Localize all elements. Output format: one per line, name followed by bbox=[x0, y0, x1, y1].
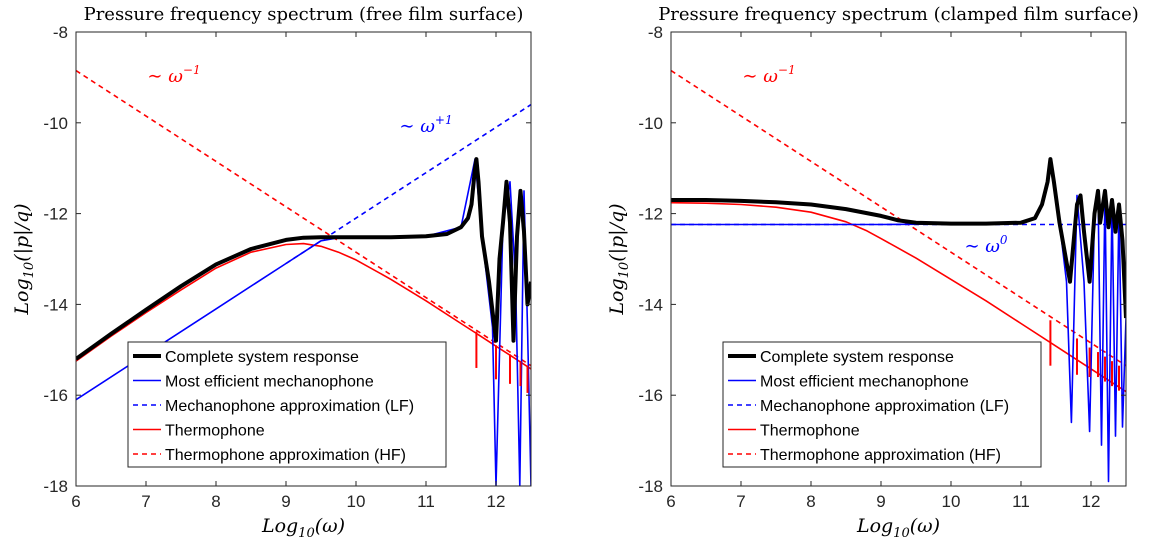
x-tick-label: 12 bbox=[1082, 492, 1101, 511]
legend-entry: Mechanophone approximation (LF) bbox=[760, 398, 1009, 415]
chart-title: Pressure frequency spectrum (free film s… bbox=[84, 4, 524, 25]
y-axis-label: Log10(|p|/q) bbox=[606, 203, 632, 315]
legend-entry: Thermophone approximation (HF) bbox=[165, 447, 406, 464]
x-tick-label: 7 bbox=[736, 492, 745, 511]
x-tick-label: 9 bbox=[876, 492, 885, 511]
x-tick-label: 11 bbox=[1012, 492, 1030, 511]
x-tick-label: 11 bbox=[417, 492, 435, 511]
legend-entry: Thermophone bbox=[165, 423, 265, 440]
x-tick-label: 7 bbox=[141, 492, 150, 511]
y-tick-label: -14 bbox=[43, 295, 68, 314]
legend-entry: Most efficient mechanophone bbox=[760, 374, 969, 391]
slope-annotation: ∼ ω−1 bbox=[742, 63, 795, 87]
slope-annotation: ∼ ω0 bbox=[964, 233, 1007, 257]
x-tick-label: 12 bbox=[487, 492, 506, 511]
y-tick-label: -16 bbox=[638, 386, 663, 405]
y-tick-label: -18 bbox=[43, 477, 68, 496]
legend-entry: Thermophone approximation (HF) bbox=[760, 447, 1001, 464]
x-tick-label: 10 bbox=[942, 492, 961, 511]
axes-box bbox=[670, 31, 1127, 487]
series-line-thermophone-approximation-hf bbox=[671, 69, 1126, 367]
legend-entry: Mechanophone approximation (LF) bbox=[165, 398, 414, 415]
x-tick-label: 6 bbox=[666, 492, 675, 511]
series-line-complete-system-response bbox=[76, 157, 531, 361]
chart-clamped-film-surface: Pressure frequency spectrum (clamped fil… bbox=[606, 4, 1139, 541]
chart-free-film-surface: Pressure frequency spectrum (free film s… bbox=[11, 4, 532, 541]
legend-entry: Most efficient mechanophone bbox=[165, 374, 374, 391]
legend: Complete system response Most efficient m… bbox=[127, 341, 447, 468]
y-tick-label: -8 bbox=[648, 23, 663, 42]
y-tick-label: -12 bbox=[638, 205, 663, 224]
x-tick-label: 9 bbox=[281, 492, 290, 511]
y-tick-label: -10 bbox=[638, 114, 663, 133]
y-tick-label: -14 bbox=[638, 295, 663, 314]
y-tick-label: -8 bbox=[53, 23, 68, 42]
slope-annotation: ∼ ω−1 bbox=[147, 63, 200, 87]
axes-box bbox=[75, 31, 532, 487]
series-line-complete-system-response bbox=[671, 157, 1126, 319]
series-line-thermophone bbox=[76, 242, 531, 370]
x-axis-label: Log10(ω) bbox=[261, 515, 345, 541]
chart-title: Pressure frequency spectrum (clamped fil… bbox=[658, 4, 1139, 25]
x-tick-label: 8 bbox=[806, 492, 815, 511]
series-line-thermophone bbox=[671, 201, 1126, 393]
x-axis-label: Log10(ω) bbox=[856, 515, 940, 541]
x-tick-label: 6 bbox=[71, 492, 80, 511]
legend-entry: Complete system response bbox=[165, 349, 359, 366]
slope-annotation: ∼ ω+1 bbox=[399, 113, 452, 137]
y-axis-label: Log10(|p|/q) bbox=[11, 203, 37, 315]
legend-entry: Thermophone bbox=[760, 423, 860, 440]
y-tick-label: -10 bbox=[43, 114, 68, 133]
x-tick-label: 8 bbox=[211, 492, 220, 511]
legend-entry: Complete system response bbox=[760, 349, 954, 366]
plot-area bbox=[671, 69, 1126, 483]
y-tick-label: -12 bbox=[43, 205, 68, 224]
series-line-thermophone-approximation-hf bbox=[76, 69, 531, 367]
legend: Complete system response Most efficient m… bbox=[722, 341, 1042, 468]
y-tick-label: -16 bbox=[43, 386, 68, 405]
y-tick-label: -18 bbox=[638, 477, 663, 496]
plot-area bbox=[76, 69, 531, 486]
x-tick-label: 10 bbox=[347, 492, 366, 511]
